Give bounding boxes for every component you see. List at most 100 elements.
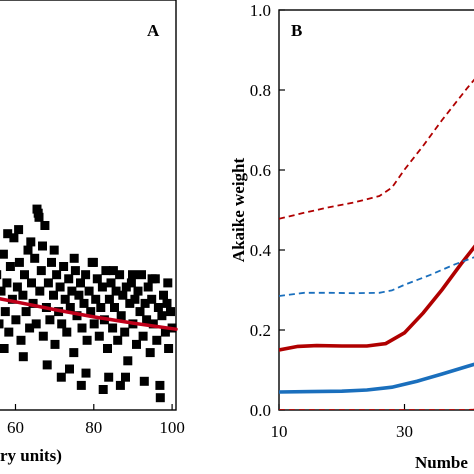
panel-a-data-point [40,221,50,230]
panel-a-fit-line [0,297,178,331]
panel-a-data-point [47,257,56,267]
panel-a-data-point [86,307,96,317]
panel-a-data-point [157,311,167,321]
panel-a-data-point [121,372,130,382]
panel-a-data-point [18,290,28,300]
panel-a-data-point [57,319,67,329]
panel-a-data-point [23,245,33,255]
panel-a-data-point [67,286,77,296]
panel-a-data-point [115,380,125,390]
panel-b-y-tick-label: 0.4 [250,241,272,260]
panel-a-data-point [138,331,148,341]
panel-a-data-point [69,348,79,358]
panel-a-data-point [72,311,82,321]
panel-a-data-point [76,278,85,288]
panel-a-data-point [55,282,65,292]
panel-a-data-point [98,385,108,394]
panel-a-data-point [132,339,141,349]
panel-a-data-point [108,266,118,276]
panel-a-data-point [65,303,75,312]
panel-a-x-tick-label: 80 [85,418,102,437]
panel-a-data-point [128,270,137,280]
panel-a-data-point [50,339,60,349]
panel-b-y-tick-label: 0.2 [250,321,271,340]
panel-b-weight-line [279,362,474,394]
panel-a-data-point [84,286,94,296]
panel-a-data-point [108,323,118,333]
panel-a-plot-frame [0,0,177,411]
panel-a-data-point [106,278,116,288]
panel-a-data-point [12,282,22,292]
panel-a-data-point [153,303,163,312]
panel-a-data-point [121,282,131,292]
panel-b-y-tick-label: 1.0 [250,1,271,20]
panel-a-data-point [115,270,125,280]
panel-a-data-point [147,294,157,304]
panel-a-data-point [36,266,46,276]
panel-a-data-point [62,327,72,337]
panel-b-ci-line [279,256,474,297]
panel-a-data-point [111,286,121,296]
panel-a-data-point [130,294,140,304]
panel-a-axes: 60 80 100 [0,0,185,437]
panel-a-data-point [52,270,62,280]
panel-a-data-point [28,298,38,308]
panel-b-plot-frame [278,9,474,411]
panel-a-data-point [21,307,31,317]
panel-a-data-point [31,319,41,329]
panel-a-x-tick-label: 60 [7,418,24,437]
panel-a-data-point [126,278,136,288]
panel-a-data-point [56,372,66,382]
panel-a-data-point [43,278,53,288]
panel-a-data-point [0,344,9,353]
panel-a-data-point [166,307,175,317]
panel-a-data-point [18,352,28,362]
panel-a-data-point [14,257,24,267]
panel-a-data-point [140,298,150,308]
panel-b-y-tick-label: 0.6 [250,161,271,180]
panel-a-data-point [74,290,84,300]
panel-a-data-point [97,282,107,292]
panel-a-data-point [11,315,21,325]
panel-a-data-point [20,270,29,280]
panel-a-x-axis-title: ry units) [0,446,62,465]
panel-a-data-point [143,282,153,292]
panel-a-data-point [0,319,4,329]
panel-a-data-point [4,327,14,337]
panel-a-data-point [7,294,17,304]
panel-a-data-point [155,393,165,403]
panel-a: 60 80 100 A ry units) [0,0,185,465]
panel-a-data-point [49,245,59,255]
panel-a-data-point [0,249,8,259]
panel-a-data-point [96,303,106,312]
panel-a-data-point [32,204,42,214]
panel-a-data-point [110,303,119,312]
panel-a-data-point [35,286,45,296]
panel-a-data-point [82,335,92,345]
panel-a-data-point [92,274,102,284]
panel-b-label: B [291,21,302,40]
panel-b-y-axis-title: Akaike weight [229,157,248,262]
panel-a-data-point [14,225,24,235]
panel-a-data-point [142,315,152,325]
panel-a-data-point [76,380,86,390]
panel-b-weight-line [279,244,474,352]
panel-a-data-point [147,274,157,284]
panel-b-y-tick-label: 0.0 [250,401,271,420]
panel-a-data-point [16,335,26,345]
panel-a-data-point [2,278,12,288]
panel-a-marks [0,204,178,403]
panel-a-data-point [26,237,36,247]
panel-a-data-point [79,298,89,308]
panel-b-x-axis-title: Numbe [415,453,468,472]
panel-a-data-point [81,368,91,378]
panel-a-data-point [139,376,149,386]
panel-a-data-point [104,372,114,382]
panel-a-data-point [164,344,174,353]
panel-a-data-point [145,348,155,358]
panel-a-data-point [148,319,158,329]
panel-a-data-point [159,290,168,300]
panel-a-data-point [0,270,2,280]
panel-b-marks [279,78,474,410]
